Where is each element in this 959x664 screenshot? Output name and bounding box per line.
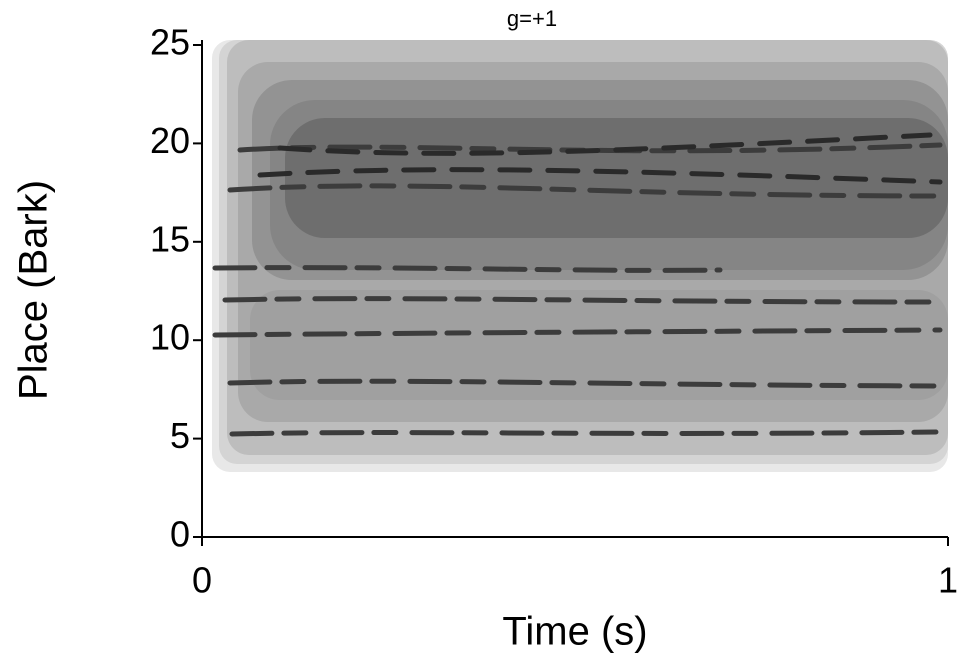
axes	[201, 40, 948, 538]
y-tick-label: 20	[150, 120, 190, 161]
y-tick-label: 10	[150, 317, 190, 358]
chart-title: g=+1	[507, 6, 557, 31]
y-axis-label: Place (Bark)	[12, 180, 56, 400]
x-axis-label: Time (s)	[502, 610, 647, 654]
y-tick-label: 15	[150, 218, 190, 259]
y-tick-label: 0	[170, 514, 190, 555]
y-tick-label: 25	[150, 22, 190, 63]
x-tick-label: 0	[192, 560, 212, 601]
spectrogram-image	[212, 40, 948, 472]
x-tick-label: 1	[938, 560, 958, 601]
y-tick-label: 5	[170, 415, 190, 456]
